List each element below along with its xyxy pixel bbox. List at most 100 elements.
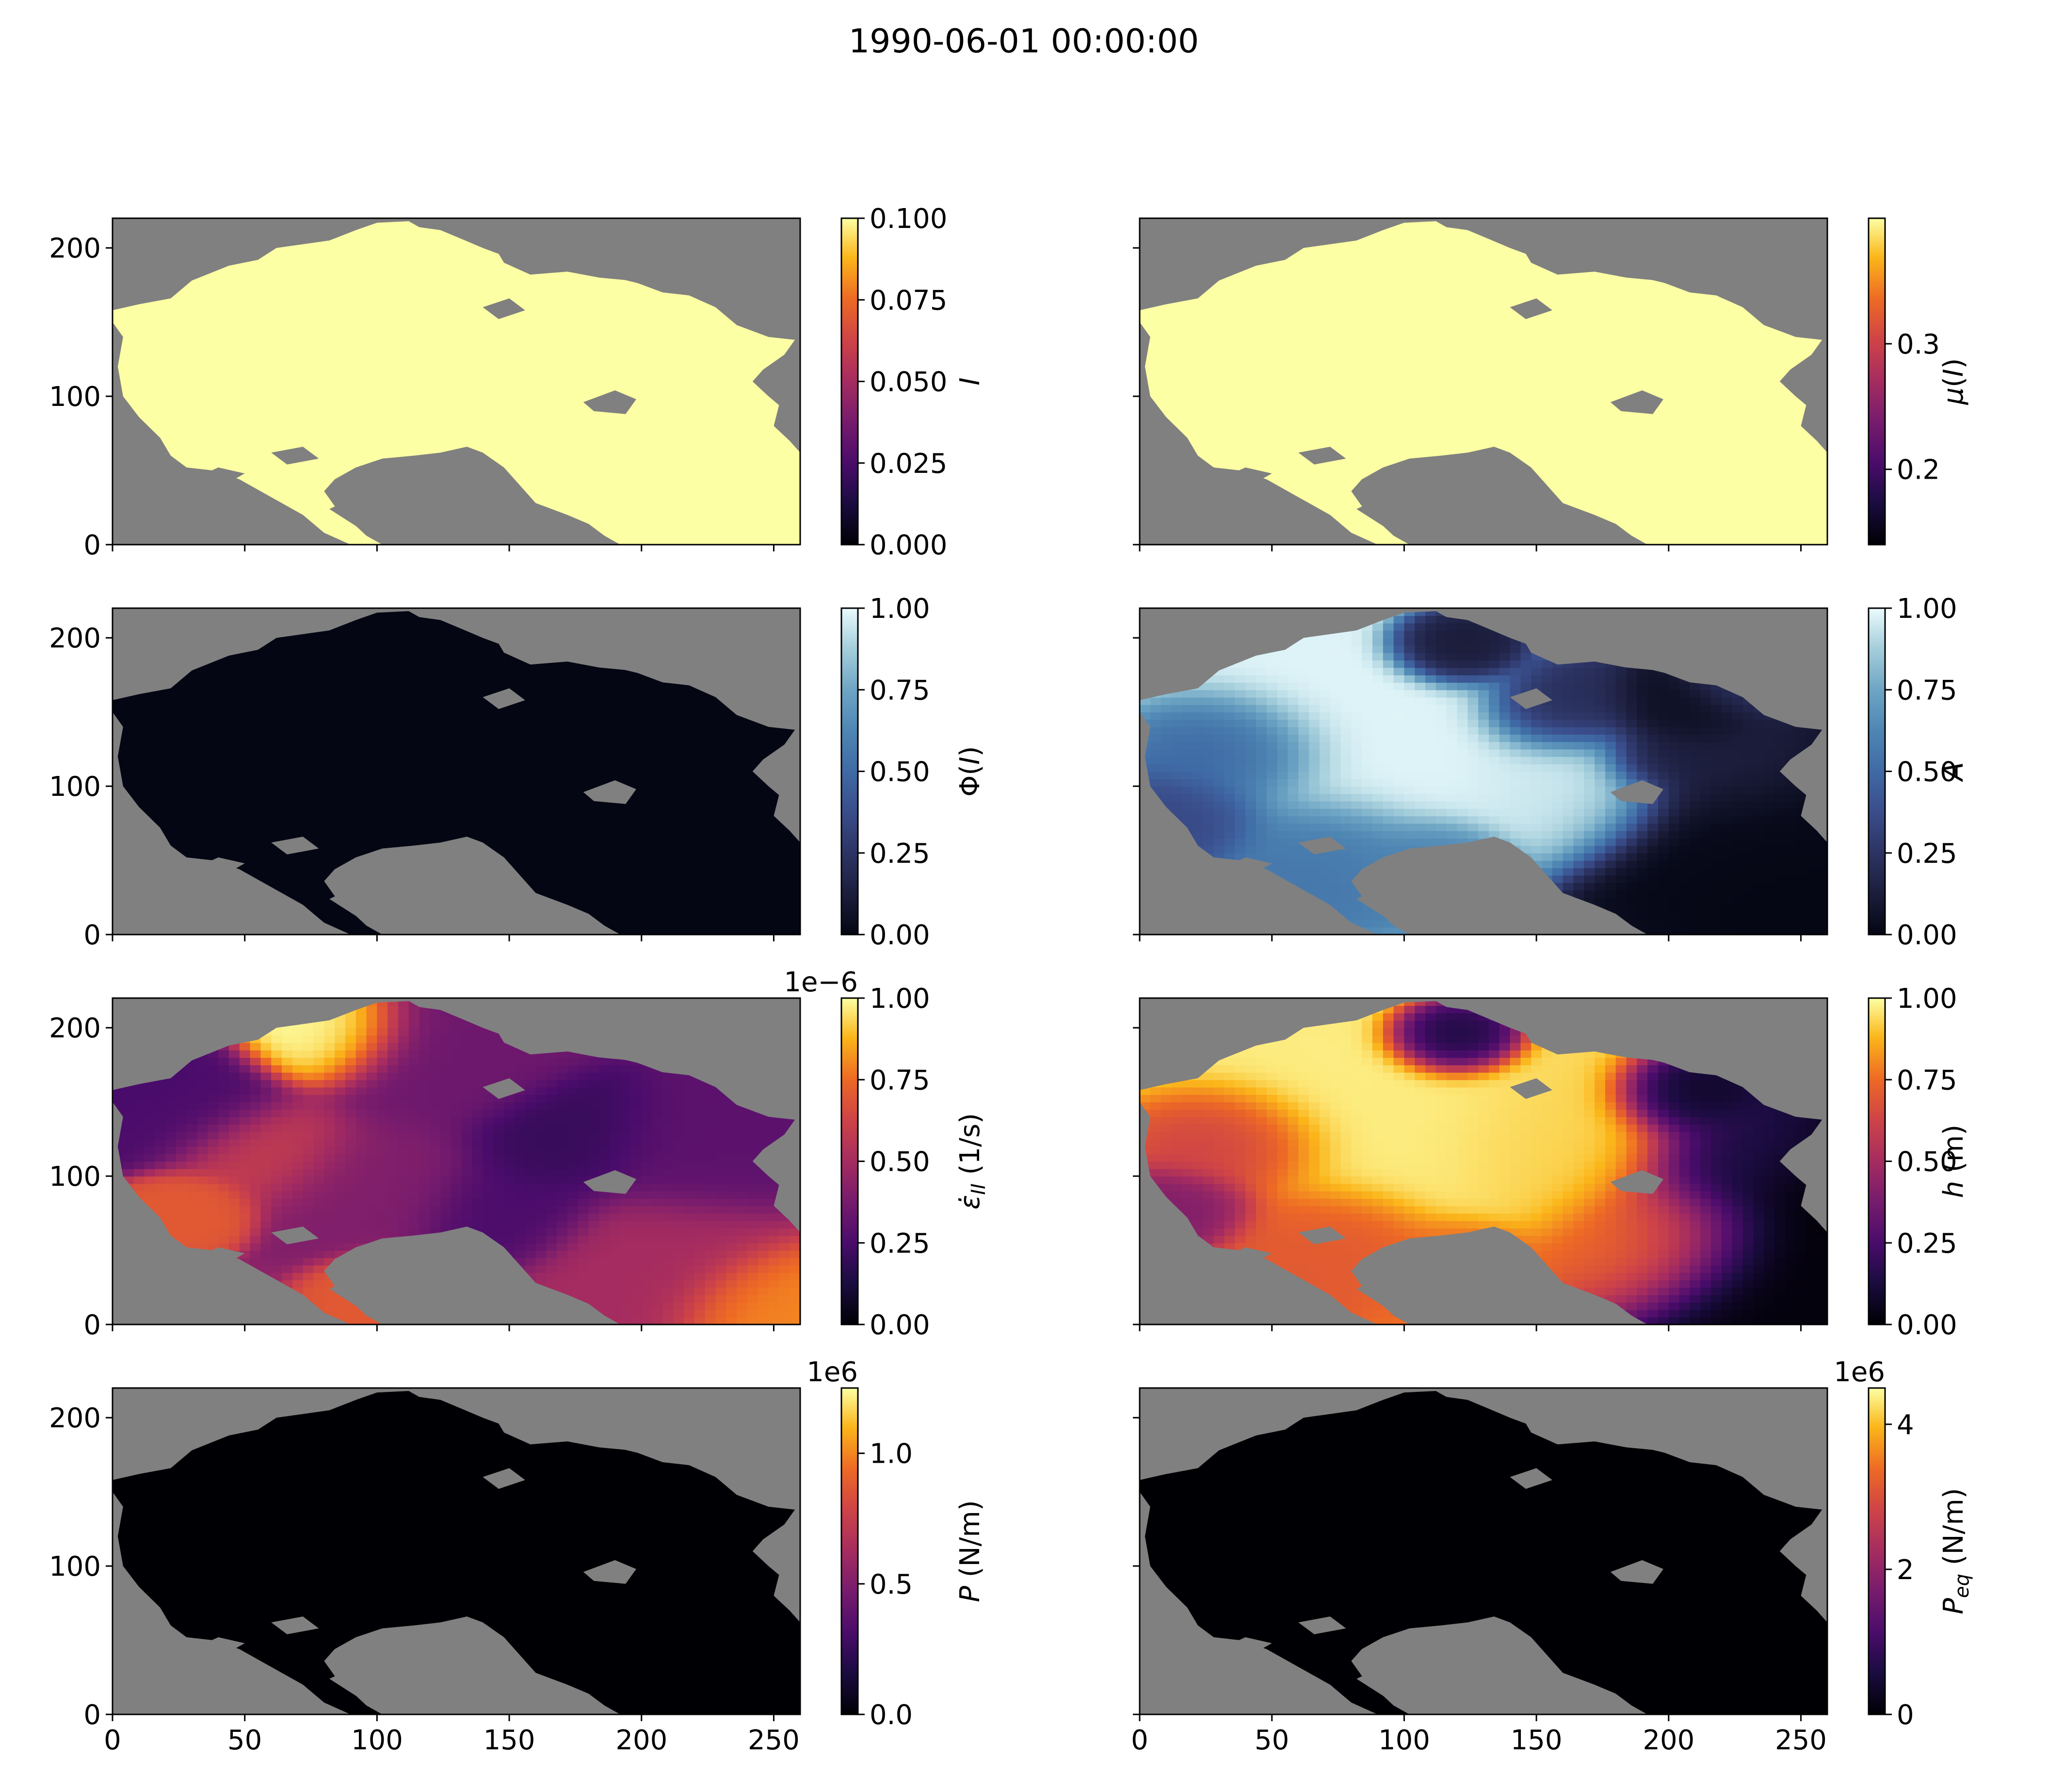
field-cell bbox=[229, 1243, 240, 1251]
field-cell bbox=[260, 1109, 272, 1117]
field-cell bbox=[260, 1095, 272, 1102]
field-cell bbox=[1214, 801, 1225, 809]
field-cell bbox=[292, 1183, 304, 1191]
field-cell bbox=[197, 1191, 209, 1199]
field-cell bbox=[134, 1109, 145, 1117]
field-cell bbox=[1785, 875, 1796, 883]
field-cell bbox=[271, 1206, 282, 1213]
field-cell bbox=[1616, 779, 1627, 787]
field-cell bbox=[557, 1191, 568, 1199]
field-cell bbox=[1531, 727, 1542, 735]
field-cell bbox=[260, 1250, 272, 1258]
field-cell bbox=[1647, 853, 1659, 861]
field-cell bbox=[1658, 697, 1669, 705]
field-cell bbox=[1690, 846, 1701, 854]
field-cell bbox=[493, 1124, 504, 1132]
field-cell bbox=[1447, 675, 1458, 683]
field-cell bbox=[1722, 912, 1733, 920]
field-cell bbox=[335, 1169, 346, 1177]
field-cell bbox=[1627, 757, 1638, 764]
field-cell bbox=[1298, 764, 1309, 772]
field-cell bbox=[1732, 905, 1743, 913]
field-cell bbox=[250, 1258, 261, 1265]
field-cell bbox=[483, 1072, 494, 1080]
field-cell bbox=[187, 1176, 198, 1184]
field-cell bbox=[1309, 801, 1320, 809]
field-cell bbox=[1584, 705, 1595, 712]
field-cell bbox=[1584, 808, 1595, 816]
field-cell bbox=[525, 1057, 536, 1065]
field-cell bbox=[546, 1072, 557, 1080]
field-cell bbox=[303, 1065, 314, 1073]
field-cell bbox=[1627, 727, 1638, 735]
field-cell bbox=[515, 1139, 526, 1147]
field-cell bbox=[440, 1154, 452, 1162]
field-cell bbox=[1584, 757, 1595, 764]
y-tick-label: 200 bbox=[49, 233, 101, 264]
field-cell bbox=[282, 1139, 293, 1147]
field-cell bbox=[1245, 675, 1257, 683]
field-cell bbox=[1341, 742, 1352, 749]
field-cell bbox=[165, 1102, 177, 1110]
field-cell bbox=[462, 1117, 473, 1125]
colorbar-label: I bbox=[954, 377, 986, 386]
field-cell bbox=[1489, 727, 1500, 735]
field-cell bbox=[377, 1154, 388, 1162]
field-cell bbox=[1267, 786, 1278, 794]
field-cell bbox=[218, 1087, 229, 1095]
field-cell bbox=[1394, 646, 1405, 653]
field-cell bbox=[1457, 764, 1468, 772]
field-cell bbox=[1341, 808, 1352, 816]
field-cell bbox=[1298, 727, 1309, 735]
field-cell bbox=[345, 1236, 356, 1243]
field-cell bbox=[1277, 823, 1289, 831]
field-cell bbox=[1214, 742, 1225, 749]
field-cell bbox=[578, 1191, 589, 1199]
field-cell bbox=[314, 1131, 325, 1139]
field-cell bbox=[536, 1080, 547, 1087]
field-cell bbox=[1520, 653, 1532, 661]
field-cell bbox=[1637, 912, 1648, 920]
field-cell bbox=[324, 1050, 335, 1058]
field-cell bbox=[504, 1154, 515, 1162]
field-cell bbox=[1753, 719, 1764, 727]
field-cell bbox=[1500, 675, 1511, 683]
field-cell bbox=[187, 1228, 198, 1236]
field-cell bbox=[1330, 764, 1341, 772]
field-cell bbox=[1225, 846, 1236, 854]
field-cell bbox=[1309, 786, 1320, 794]
field-cell bbox=[1309, 831, 1320, 839]
field-cell bbox=[1774, 742, 1786, 749]
field-cell bbox=[1415, 675, 1426, 683]
field-cell bbox=[1351, 646, 1362, 653]
field-cell bbox=[398, 1095, 409, 1102]
field-cell bbox=[1394, 757, 1405, 764]
field-cell bbox=[240, 1139, 251, 1147]
field-cell bbox=[1447, 734, 1458, 742]
field-cell bbox=[1489, 734, 1500, 742]
field-cell bbox=[1722, 727, 1733, 735]
field-cell bbox=[134, 1146, 145, 1154]
field-cell bbox=[1552, 667, 1564, 675]
field-cell bbox=[1531, 660, 1542, 668]
field-cell bbox=[1520, 682, 1532, 690]
field-cell bbox=[1489, 823, 1500, 831]
field-cell bbox=[335, 1065, 346, 1073]
field-cell bbox=[1404, 808, 1415, 816]
field-cell bbox=[1267, 757, 1278, 764]
field-cell bbox=[1436, 808, 1447, 816]
field-cell bbox=[1415, 734, 1426, 742]
field-cell bbox=[1563, 779, 1574, 787]
field-cell bbox=[240, 1213, 251, 1221]
field-cell bbox=[377, 1057, 388, 1065]
field-cell bbox=[1563, 727, 1574, 735]
field-cell bbox=[1796, 920, 1807, 927]
field-cell bbox=[472, 1169, 484, 1177]
field-cell bbox=[1436, 615, 1447, 623]
field-cell bbox=[1531, 786, 1542, 794]
field-cell bbox=[208, 1169, 219, 1177]
field-cell bbox=[398, 1124, 409, 1132]
field-cell bbox=[367, 1117, 378, 1125]
field-cell bbox=[1372, 697, 1384, 705]
field-cell bbox=[536, 1065, 547, 1073]
